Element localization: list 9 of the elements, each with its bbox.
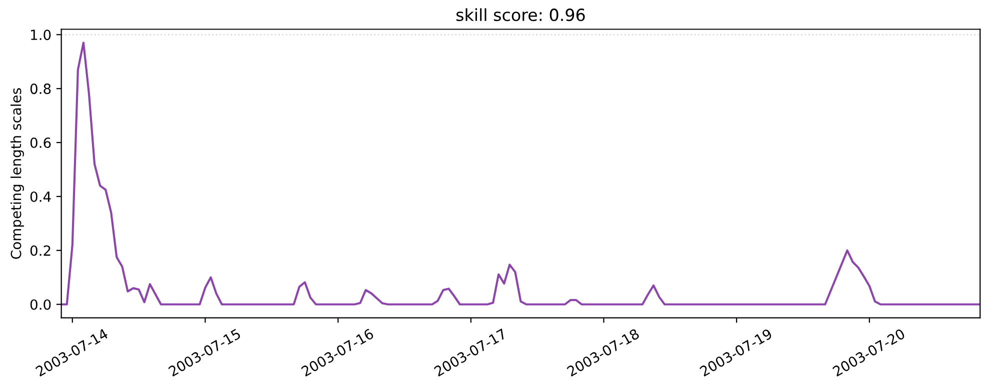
y-tick-label: 0.0 [30,299,51,310]
y-tick-label: 1.0 [31,30,51,40]
chart-title: skill score: 0.96 [456,8,585,22]
y-tick-label: 0.4 [30,191,51,202]
y-tick-label: 0.2 [30,245,50,256]
line-series [61,42,980,306]
y-tick-label: 0.6 [30,138,51,148]
y-tick-label: 0.8 [30,84,51,94]
y-axis-title: Competing length scales [10,88,24,259]
